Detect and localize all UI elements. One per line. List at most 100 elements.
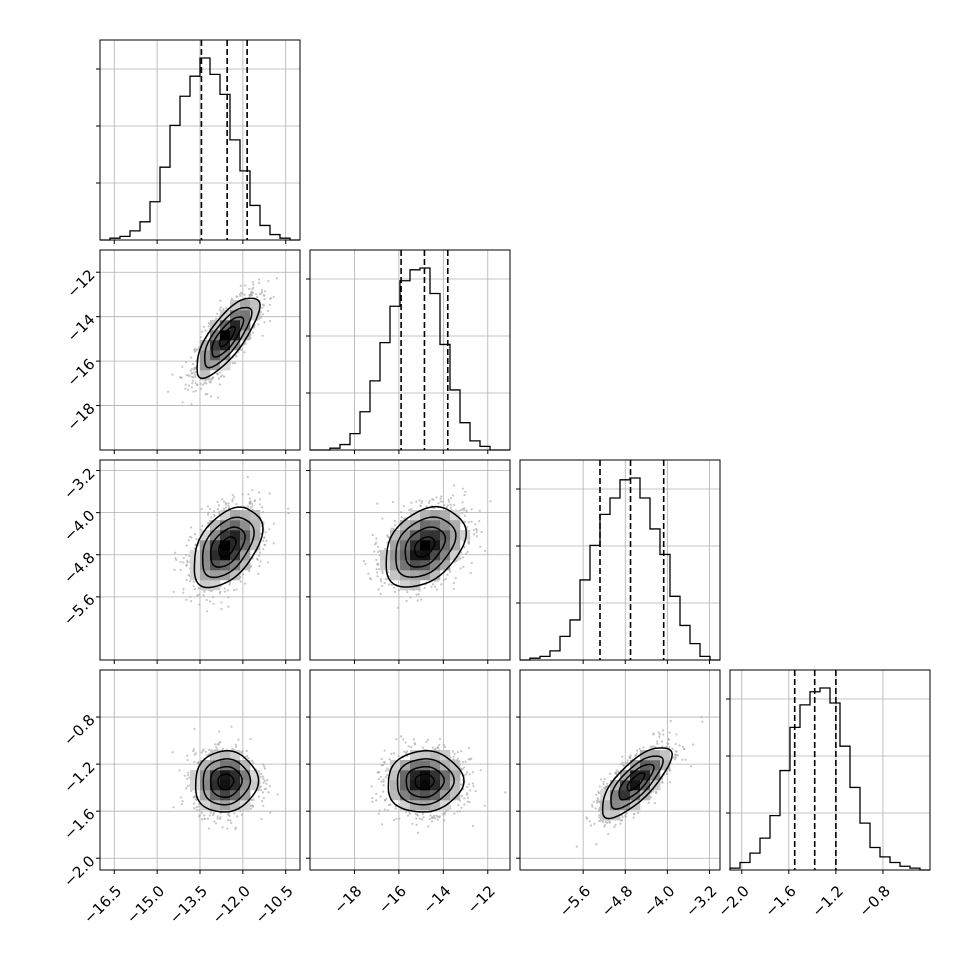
scatter-point: [692, 743, 695, 746]
x-tick-label: −5.6: [556, 882, 594, 920]
density-cell: [400, 780, 411, 791]
scatter-point: [219, 812, 222, 815]
scatter-point: [468, 773, 471, 776]
scatter-point: [441, 813, 444, 816]
scatter-point: [221, 498, 224, 501]
scatter-point: [199, 387, 203, 390]
scatter-point: [260, 772, 263, 776]
scatter-point: [674, 742, 677, 746]
scatter-point: [598, 814, 601, 817]
density-cell: [430, 770, 441, 781]
scatter-point: [193, 807, 196, 810]
scatter-point: [625, 812, 628, 815]
scatter-point: [379, 775, 382, 778]
density-cell: [430, 800, 441, 811]
contour-line: [196, 297, 261, 380]
scatter-point: [472, 528, 475, 531]
scatter-point: [233, 812, 236, 815]
scatter-point: [461, 760, 464, 764]
scatter-point: [384, 776, 387, 779]
scatter-point: [189, 580, 192, 583]
scatter-point: [252, 761, 255, 764]
contour-line: [405, 765, 445, 799]
density-cell: [230, 550, 241, 561]
scatter-point: [185, 544, 188, 547]
contour-line: [194, 750, 260, 813]
scatter-point: [428, 817, 432, 821]
scatter-point: [608, 821, 612, 824]
scatter-point: [207, 748, 211, 751]
scatter-point: [179, 568, 182, 572]
scatter-point: [466, 785, 469, 789]
scatter-point: [181, 365, 184, 368]
scatter-point: [205, 382, 208, 385]
scatter-point: [250, 798, 253, 802]
scatter-point: [186, 754, 189, 757]
scatter-point: [242, 573, 245, 576]
y-tick-label: −3.2: [60, 464, 98, 502]
y-tick-label: −12: [63, 266, 98, 301]
scatter-point: [219, 816, 222, 819]
scatter-point: [228, 583, 231, 586]
scatter-point: [261, 334, 264, 337]
contour-line: [395, 516, 457, 578]
y-tick-label: −16: [63, 355, 98, 390]
scatter-point: [251, 280, 254, 284]
scatter-point: [447, 498, 450, 501]
scatter-point: [402, 504, 406, 508]
scatter-point: [452, 494, 455, 497]
density-cell: [210, 580, 221, 591]
x-tick-label: −18: [330, 882, 365, 917]
x-tick-label: −15.0: [123, 882, 168, 927]
scatter-point: [189, 369, 192, 372]
scatter-point: [479, 769, 482, 772]
density-cell: [610, 810, 621, 821]
scatter-point: [193, 588, 197, 591]
density-cell: [410, 530, 421, 541]
contour-line: [209, 526, 246, 568]
scatter-point: [196, 594, 199, 597]
density-cell: [440, 520, 451, 531]
density-cell: [440, 550, 451, 561]
scatter-point: [377, 770, 381, 774]
scatter-point: [652, 745, 655, 748]
scatter-point: [251, 804, 254, 807]
scatter-point: [471, 782, 474, 785]
density-cell: [420, 780, 431, 791]
scatter-point: [395, 817, 398, 821]
contour-line: [626, 772, 646, 792]
density-cell: [240, 760, 251, 771]
scatter-point: [184, 383, 187, 386]
x-tick-label: −13.5: [166, 882, 211, 927]
scatter-point: [601, 821, 604, 824]
scatter-point: [179, 560, 182, 564]
scatter-point: [241, 493, 244, 496]
scatter-point: [249, 737, 252, 740]
scatter-point: [229, 819, 232, 822]
scatter-point: [470, 508, 473, 511]
density-cell: [250, 540, 261, 551]
scatter-point: [613, 825, 616, 828]
density-cell: [390, 770, 401, 781]
scatter-point: [181, 800, 184, 803]
panel-background: [310, 250, 510, 450]
scatter-point: [652, 790, 655, 793]
density-cell: [640, 750, 651, 761]
density-cell: [210, 570, 221, 581]
density-cell: [390, 540, 401, 551]
scatter-point: [187, 384, 191, 387]
scatter-point: [243, 293, 246, 296]
scatter-point: [191, 379, 195, 382]
scatter-point: [421, 746, 425, 749]
density-cell: [210, 520, 221, 531]
scatter-point: [218, 510, 221, 514]
density-cell: [460, 530, 471, 541]
scatter-point: [407, 745, 410, 748]
histogram-step-line: [729, 687, 930, 871]
scatter-point: [197, 762, 200, 765]
scatter-point: [454, 577, 457, 580]
scatter-point: [268, 785, 272, 788]
scatter-point: [203, 382, 206, 385]
scatter-point: [218, 371, 222, 374]
scatter-point: [489, 500, 492, 503]
